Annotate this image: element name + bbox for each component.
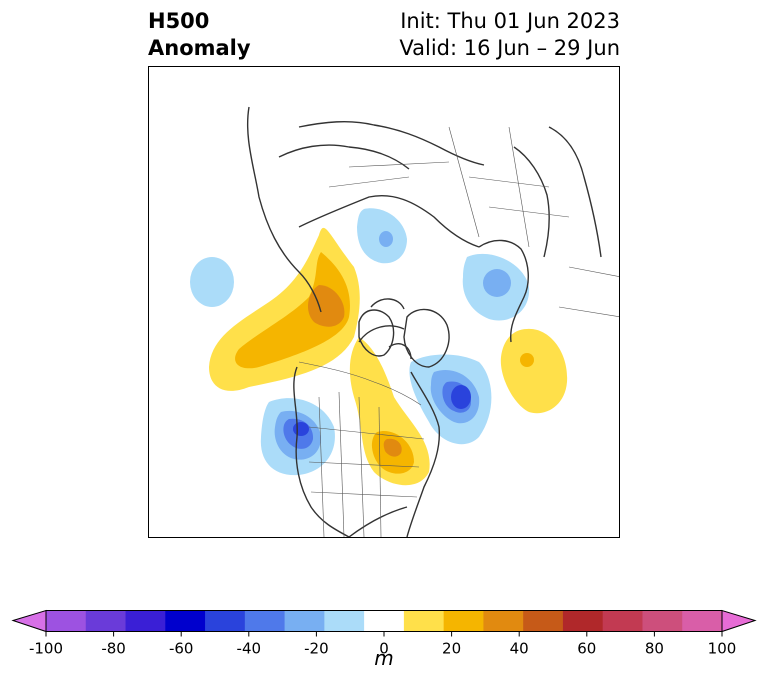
colorbar-tick-label: -60: [169, 640, 194, 658]
title-variable: H500: [148, 9, 210, 33]
colorbar-block: [562, 610, 604, 632]
colorbar-tick-label: 20: [442, 640, 461, 658]
colorbar-unit-label: m: [374, 646, 394, 670]
colorbar-extend-low: [11, 609, 47, 633]
negative-anomaly-europe-mid: [483, 269, 511, 297]
positive-anomaly-ridge-west-core: [307, 285, 345, 327]
colorbar-tick-label: 100: [708, 640, 737, 658]
colorbar-block: [403, 610, 445, 632]
colorbar-block: [324, 610, 365, 632]
forecast-info: Init: Thu 01 Jun 2023 Valid: 16 Jun – 29…: [399, 8, 620, 62]
colorbar-block: [682, 610, 723, 632]
colorbar-block: [284, 610, 325, 632]
colorbar-block: [85, 610, 127, 632]
colorbar-block: [642, 610, 683, 632]
title-field: Anomaly: [148, 36, 251, 60]
colorbar-block: [165, 610, 206, 632]
positive-anomaly-atlantic-core: [520, 353, 534, 367]
colorbar-block: [125, 610, 166, 632]
negative-anomaly-western-us-core: [293, 422, 309, 436]
colorbar-blocks: [46, 610, 723, 632]
colorbar-tick-label: 0: [379, 640, 389, 658]
colorbar-tick-label: -100: [29, 640, 63, 658]
colorbar-block: [523, 610, 564, 632]
colorbar-tick-label: 80: [645, 640, 664, 658]
anomaly-fill: [190, 208, 568, 486]
colorbar-block: [602, 610, 643, 632]
colorbar-tick-label: 40: [510, 640, 529, 658]
coastlines: [246, 106, 602, 537]
colorbar-block: [483, 610, 524, 632]
colorbar-tick-label: 60: [577, 640, 596, 658]
country-borders: [298, 126, 619, 537]
map-panel: [148, 66, 620, 538]
valid-period: Valid: 16 Jun – 29 Jun: [399, 36, 620, 60]
colorbar-block: [205, 610, 246, 632]
colorbar: -100 -80 -60 -40 -20 0 20 40 60 80 100: [11, 609, 757, 658]
negative-anomaly-arctic-mid: [379, 231, 393, 247]
colorbar-tick-label: -20: [304, 640, 329, 658]
polar-stereographic-map: [190, 106, 619, 537]
colorbar-block: [364, 610, 405, 632]
colorbar-tick-label: -80: [101, 640, 126, 658]
negative-anomaly-pacific: [190, 257, 234, 307]
colorbar-block: [443, 610, 484, 632]
positive-anomaly-great-lakes-core: [383, 438, 402, 457]
colorbar-extend-high: [721, 609, 757, 633]
colorbar-block: [244, 610, 286, 632]
positive-anomaly-ridge-west-mid: [235, 252, 350, 369]
init-time: Init: Thu 01 Jun 2023: [400, 9, 620, 33]
colorbar-tick-label: -40: [237, 640, 262, 658]
colorbar-ticks: -100 -80 -60 -40 -20 0 20 40 60 80 100: [29, 631, 737, 658]
positive-anomaly-atlantic: [500, 328, 568, 414]
map-title: H500 Anomaly: [148, 8, 251, 62]
negative-anomaly-greenland-core: [451, 385, 471, 409]
colorbar-block: [46, 610, 87, 632]
